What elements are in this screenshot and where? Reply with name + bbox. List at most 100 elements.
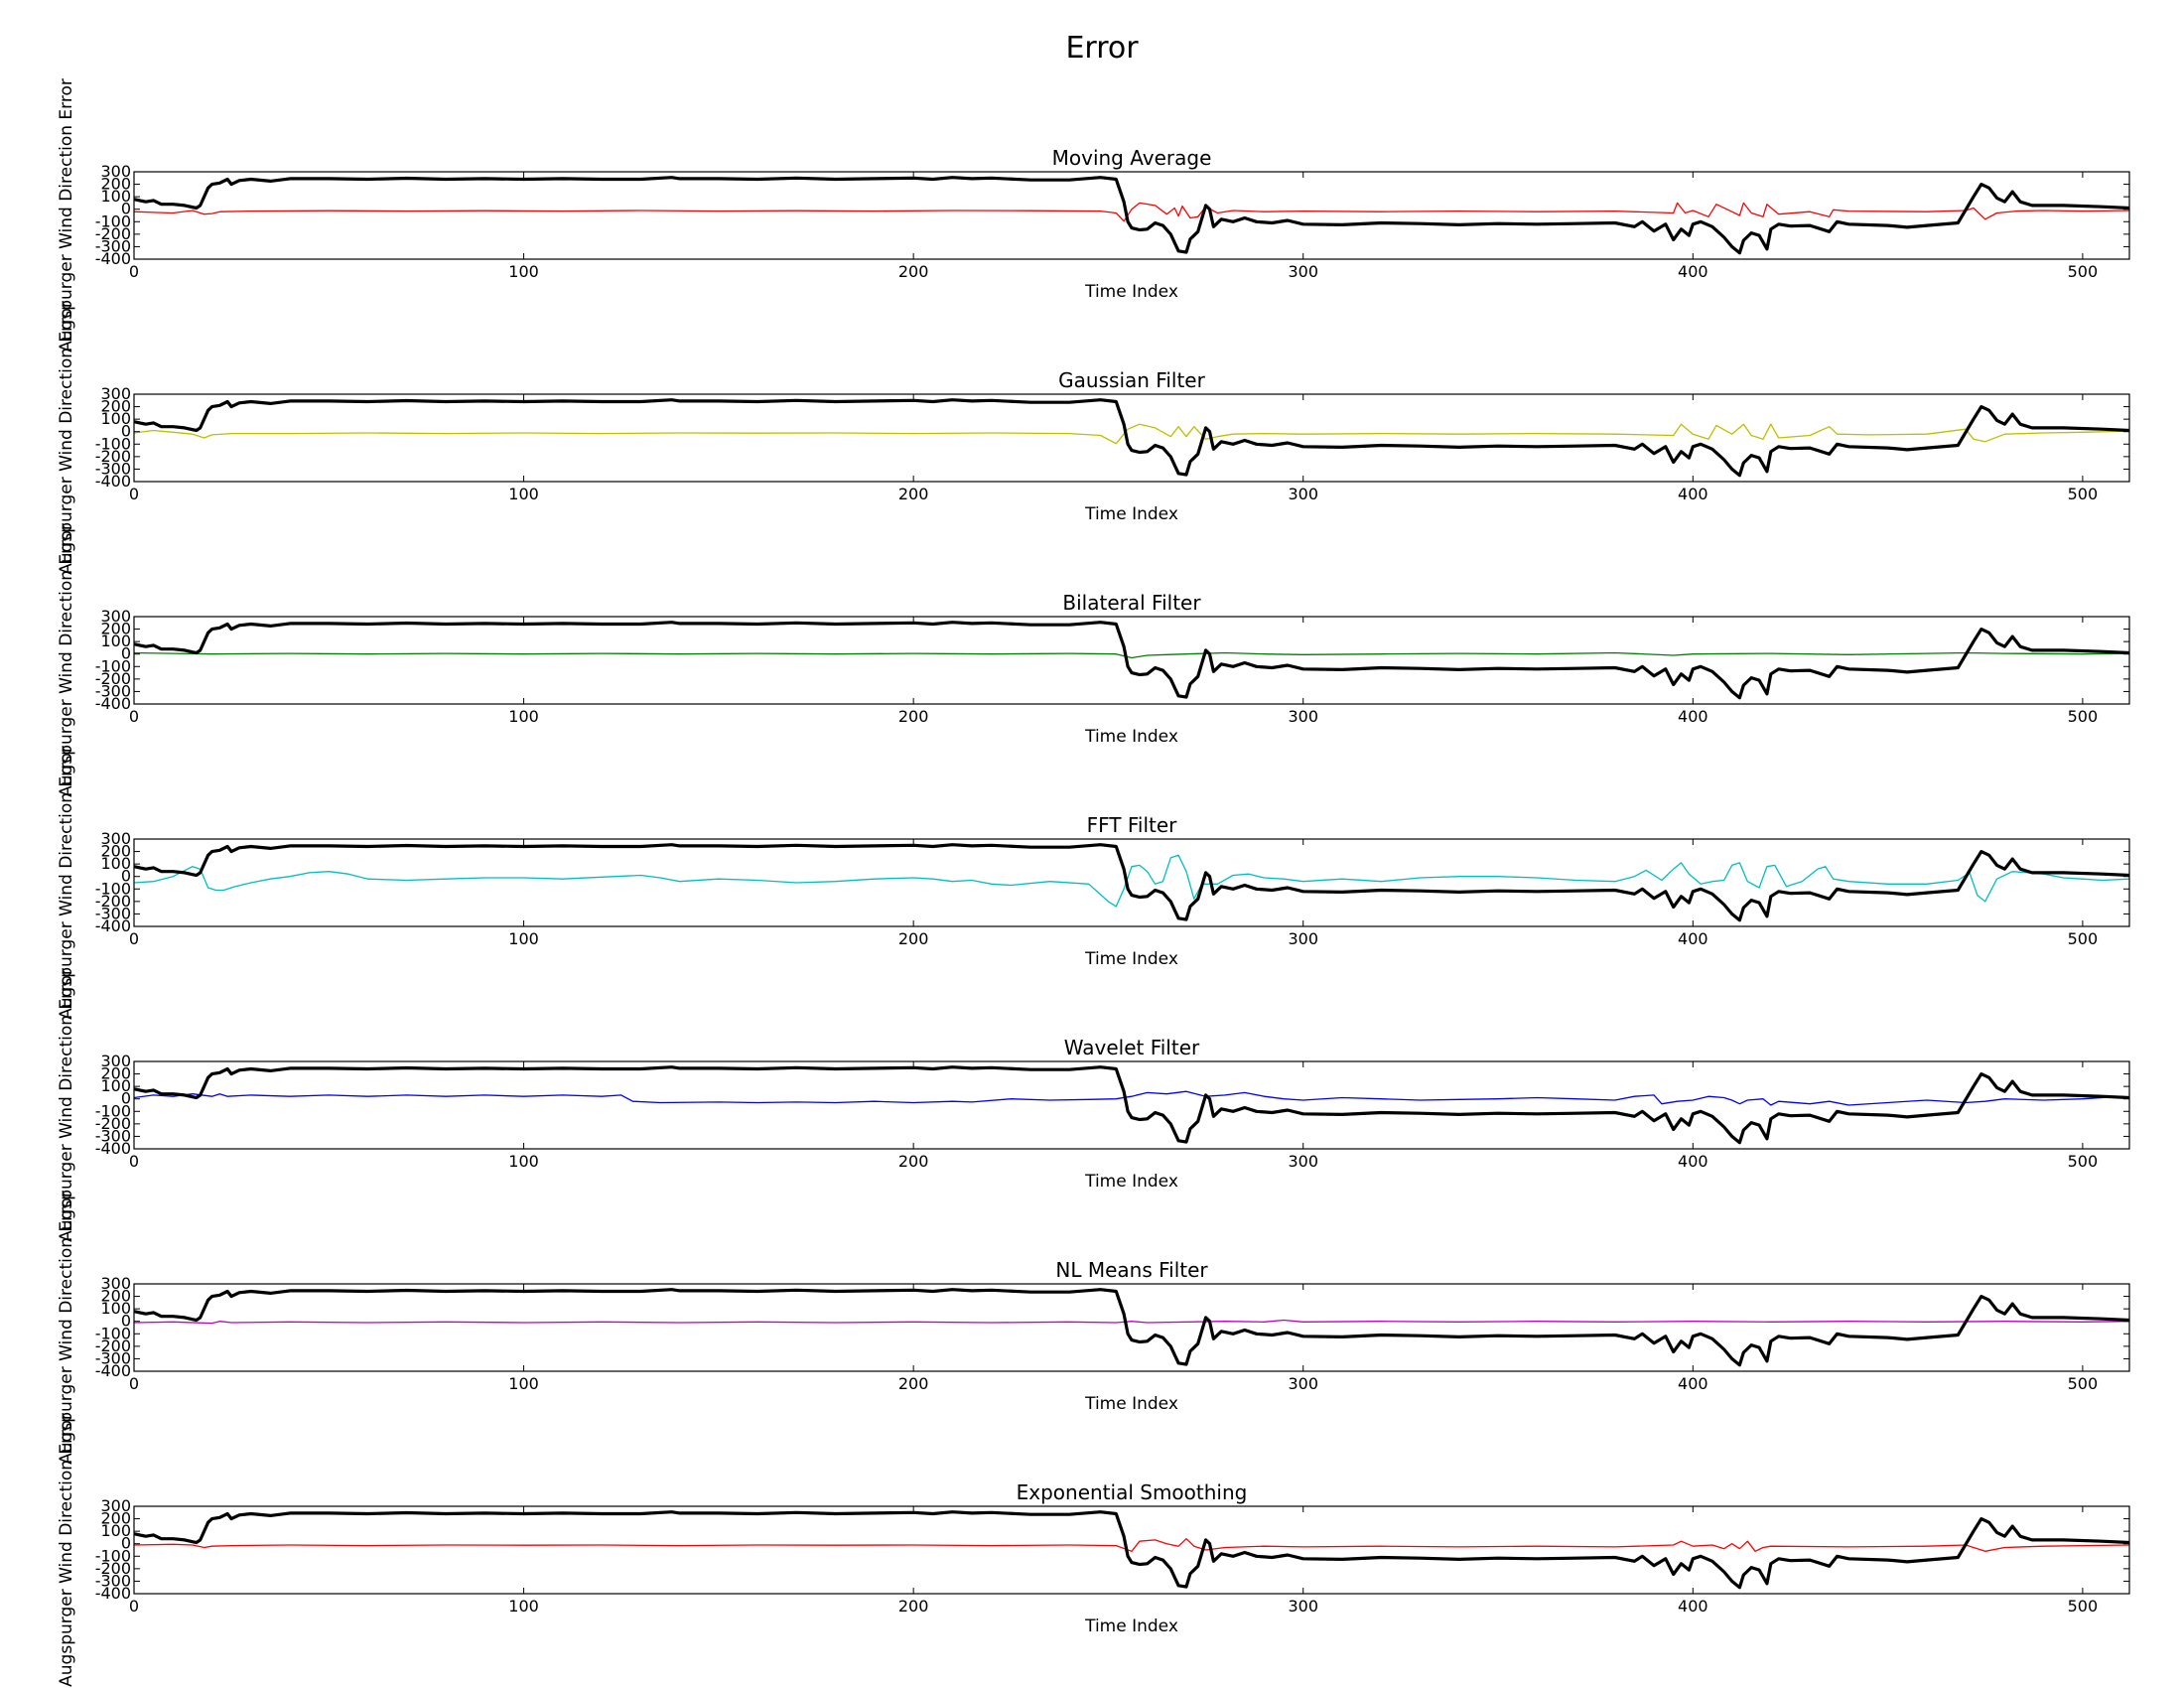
nl-means-filter-series-line-2 bbox=[134, 1288, 2129, 1367]
moving-average-ytick-label: -100 bbox=[95, 211, 131, 230]
fft-filter-xlabel: Time Index bbox=[1084, 949, 1178, 969]
nl-means-filter-xtick-label: 500 bbox=[2068, 1374, 2099, 1393]
exponential-smoothing-xtick-label: 0 bbox=[129, 1597, 139, 1616]
wavelet-filter-title: Wavelet Filter bbox=[1064, 1036, 1200, 1059]
gaussian-filter-xtick-label: 0 bbox=[129, 485, 139, 503]
fft-filter-ytick-label: 200 bbox=[100, 842, 131, 861]
figure-title: Error bbox=[1065, 31, 1139, 66]
gaussian-filter-xtick-label: 500 bbox=[2068, 485, 2099, 503]
nl-means-filter-xtick-label: 100 bbox=[508, 1374, 539, 1393]
exponential-smoothing-ytick-label: 300 bbox=[100, 1496, 131, 1515]
wavelet-filter-axes-frame bbox=[133, 1060, 2130, 1150]
gaussian-filter-ylabel: Augspurger Wind Direction Error bbox=[57, 301, 76, 575]
nl-means-filter-ytick-label: 0 bbox=[121, 1312, 131, 1331]
moving-average-axes-frame bbox=[133, 171, 2130, 260]
exponential-smoothing-ytick-label: -100 bbox=[95, 1546, 131, 1565]
moving-average-ytick-label: 300 bbox=[100, 162, 131, 181]
fft-filter-series-line-1 bbox=[134, 854, 2129, 908]
fft-filter-ytick-label: -200 bbox=[95, 892, 131, 911]
bilateral-filter-ytick-label: 300 bbox=[100, 607, 131, 626]
gaussian-filter-ytick-label: -200 bbox=[95, 447, 131, 466]
exponential-smoothing-xtick-label: 500 bbox=[2068, 1597, 2099, 1616]
gaussian-filter-ytick-label: -400 bbox=[95, 472, 131, 491]
bilateral-filter-xtick-label: 500 bbox=[2068, 707, 2099, 726]
moving-average-series-line-2 bbox=[134, 176, 2129, 255]
wavelet-filter-series-line-1 bbox=[134, 1090, 2129, 1106]
bilateral-filter-xtick-label: 300 bbox=[1288, 707, 1318, 726]
gaussian-filter-ytick-label: 100 bbox=[100, 409, 131, 428]
exponential-smoothing-series-line-2 bbox=[134, 1510, 2129, 1590]
fft-filter-ylabel: Augspurger Wind Direction Error bbox=[57, 746, 76, 1020]
gaussian-filter-ytick-label: 0 bbox=[121, 422, 131, 441]
bilateral-filter-ytick-label: -200 bbox=[95, 669, 131, 688]
exponential-smoothing-xtick-label: 300 bbox=[1288, 1597, 1318, 1616]
wavelet-filter-xtick-label: 300 bbox=[1288, 1152, 1318, 1171]
bilateral-filter-series-line-1 bbox=[134, 651, 2129, 659]
fft-filter-xtick-label: 300 bbox=[1288, 929, 1318, 948]
wavelet-filter-xlabel: Time Index bbox=[1084, 1172, 1178, 1192]
moving-average-xtick-label: 100 bbox=[508, 262, 539, 281]
nl-means-filter-ylabel: Augspurger Wind Direction Error bbox=[57, 1191, 76, 1465]
wavelet-filter-ytick-label: -100 bbox=[95, 1101, 131, 1120]
wavelet-filter-ytick-label: 300 bbox=[100, 1052, 131, 1070]
gaussian-filter-xtick-label: 200 bbox=[898, 485, 929, 503]
gaussian-filter-ytick-label: -300 bbox=[95, 459, 131, 478]
fft-filter-axes-frame bbox=[133, 838, 2130, 927]
wavelet-filter-xtick-label: 100 bbox=[508, 1152, 539, 1171]
moving-average-xtick-label: 300 bbox=[1288, 262, 1318, 281]
nl-means-filter-ytick-label: -100 bbox=[95, 1324, 131, 1342]
moving-average-ytick-label: -300 bbox=[95, 236, 131, 255]
bilateral-filter-ytick-label: -100 bbox=[95, 656, 131, 675]
fft-filter-ytick-label: -400 bbox=[95, 916, 131, 935]
nl-means-filter-xtick-label: 0 bbox=[129, 1374, 139, 1393]
fft-filter-ytick-label: 300 bbox=[100, 829, 131, 848]
fft-filter-title: FFT Filter bbox=[1087, 813, 1178, 837]
wavelet-filter-xtick-label: 0 bbox=[129, 1152, 139, 1171]
exponential-smoothing-ytick-label: -300 bbox=[95, 1571, 131, 1590]
bilateral-filter-title: Bilateral Filter bbox=[1062, 591, 1201, 615]
fft-filter-ytick-label: -300 bbox=[95, 904, 131, 922]
bilateral-filter-ytick-label: 0 bbox=[121, 644, 131, 663]
nl-means-filter-xtick-label: 400 bbox=[1678, 1374, 1708, 1393]
fft-filter-xtick-label: 100 bbox=[508, 929, 539, 948]
gaussian-filter-xtick-label: 100 bbox=[508, 485, 539, 503]
moving-average-ytick-label: -200 bbox=[95, 224, 131, 243]
bilateral-filter-xtick-label: 100 bbox=[508, 707, 539, 726]
moving-average-xtick-label: 0 bbox=[129, 262, 139, 281]
wavelet-filter-xtick-label: 500 bbox=[2068, 1152, 2099, 1171]
bilateral-filter-xtick-label: 200 bbox=[898, 707, 929, 726]
wavelet-filter-ytick-label: -200 bbox=[95, 1114, 131, 1133]
bilateral-filter-xtick-label: 0 bbox=[129, 707, 139, 726]
gaussian-filter-series-line-2 bbox=[134, 398, 2129, 478]
nl-means-filter-ytick-label: -400 bbox=[95, 1361, 131, 1380]
gaussian-filter-ytick-label: 200 bbox=[100, 397, 131, 416]
nl-means-filter-title: NL Means Filter bbox=[1055, 1258, 1208, 1282]
exponential-smoothing-xlabel: Time Index bbox=[1084, 1617, 1178, 1636]
wavelet-filter-xtick-label: 200 bbox=[898, 1152, 929, 1171]
nl-means-filter-axes-frame bbox=[133, 1283, 2130, 1372]
bilateral-filter-ytick-label: -300 bbox=[95, 681, 131, 700]
exponential-smoothing-series-line-1 bbox=[134, 1538, 2129, 1552]
nl-means-filter-xtick-label: 300 bbox=[1288, 1374, 1318, 1393]
bilateral-filter-ytick-label: -400 bbox=[95, 694, 131, 713]
gaussian-filter-axes-frame bbox=[133, 393, 2130, 483]
nl-means-filter-ytick-label: 200 bbox=[100, 1287, 131, 1306]
bilateral-filter-ytick-label: 100 bbox=[100, 632, 131, 650]
exponential-smoothing-title: Exponential Smoothing bbox=[1017, 1480, 1248, 1504]
exponential-smoothing-ytick-label: 200 bbox=[100, 1509, 131, 1528]
moving-average-xtick-label: 500 bbox=[2068, 262, 2099, 281]
gaussian-filter-ytick-label: -100 bbox=[95, 434, 131, 453]
nl-means-filter-ytick-label: -200 bbox=[95, 1336, 131, 1355]
nl-means-filter-ytick-label: 300 bbox=[100, 1274, 131, 1293]
gaussian-filter-xtick-label: 300 bbox=[1288, 485, 1318, 503]
exponential-smoothing-xtick-label: 200 bbox=[898, 1597, 929, 1616]
gaussian-filter-xtick-label: 400 bbox=[1678, 485, 1708, 503]
wavelet-filter-series-line-2 bbox=[134, 1065, 2129, 1145]
fft-filter-ytick-label: 0 bbox=[121, 867, 131, 886]
